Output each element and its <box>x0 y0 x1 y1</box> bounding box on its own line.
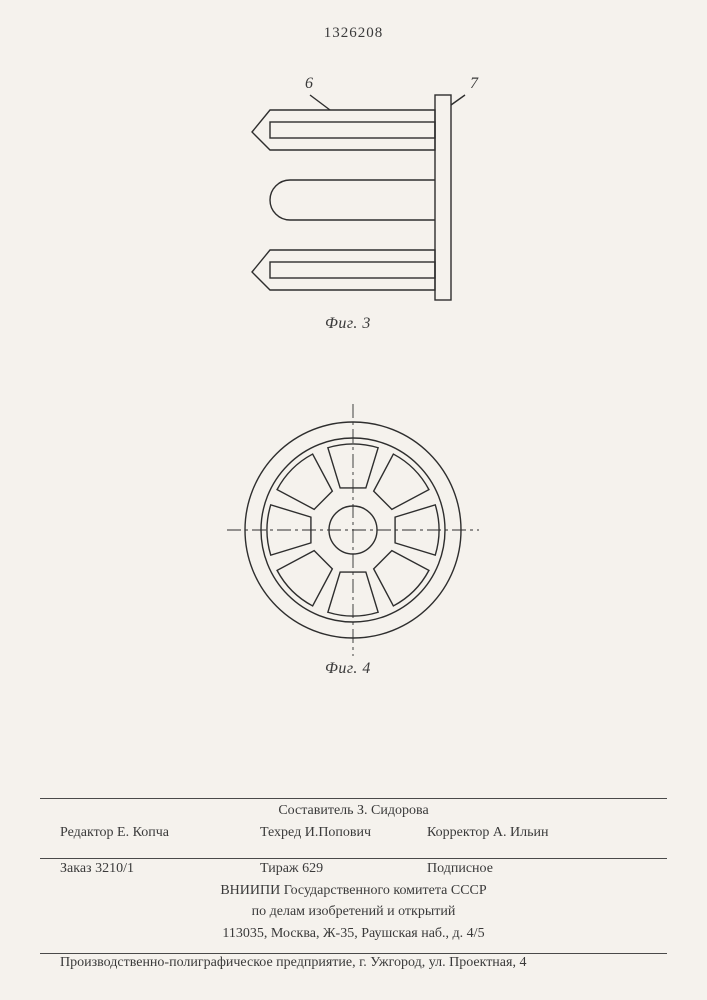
footer: Производственно-полиграфическое предприя… <box>60 955 647 971</box>
figure-3-svg <box>0 80 707 340</box>
signed-label: Подписное <box>427 861 493 876</box>
corrector-name: А. Ильин <box>493 825 549 840</box>
figure-4: Фиг. 4 <box>0 400 707 720</box>
corrector-label: Корректор <box>427 825 489 840</box>
compiler-label: Составитель <box>278 803 353 818</box>
tirazh-value: 629 <box>302 861 323 876</box>
vniipi-line3: 113035, Москва, Ж-35, Раушская наб., д. … <box>60 923 647 945</box>
callout-6: 6 <box>305 75 313 93</box>
techred-name: И.Попович <box>305 825 371 840</box>
order-number: 3210/1 <box>95 861 134 876</box>
vniipi-line2: по делам изобретений и открытий <box>60 901 647 923</box>
figure-4-label: Фиг. 4 <box>325 660 371 678</box>
callout-7: 7 <box>470 75 478 93</box>
editor-label: Редактор <box>60 825 114 840</box>
separator-bottom <box>40 953 667 954</box>
separator-top <box>40 798 667 799</box>
credits: Составитель З. Сидорова Редактор Е. Копч… <box>60 800 647 843</box>
techred-label: Техред <box>260 825 301 840</box>
tirazh-label: Тираж <box>260 861 299 876</box>
page-number: 1326208 <box>324 25 384 42</box>
compiler-name: З. Сидорова <box>357 803 429 818</box>
figure-3-label: Фиг. 3 <box>325 315 371 333</box>
figure-3: 6 7 Фиг. 3 <box>0 80 707 360</box>
order-block: Заказ 3210/1 Тираж 629 Подписное ВНИИПИ … <box>60 858 647 945</box>
editor-name: Е. Копча <box>117 825 169 840</box>
vniipi-line1: ВНИИПИ Государственного комитета СССР <box>60 880 647 902</box>
order-label: Заказ <box>60 861 92 876</box>
figure-4-svg <box>0 400 707 680</box>
